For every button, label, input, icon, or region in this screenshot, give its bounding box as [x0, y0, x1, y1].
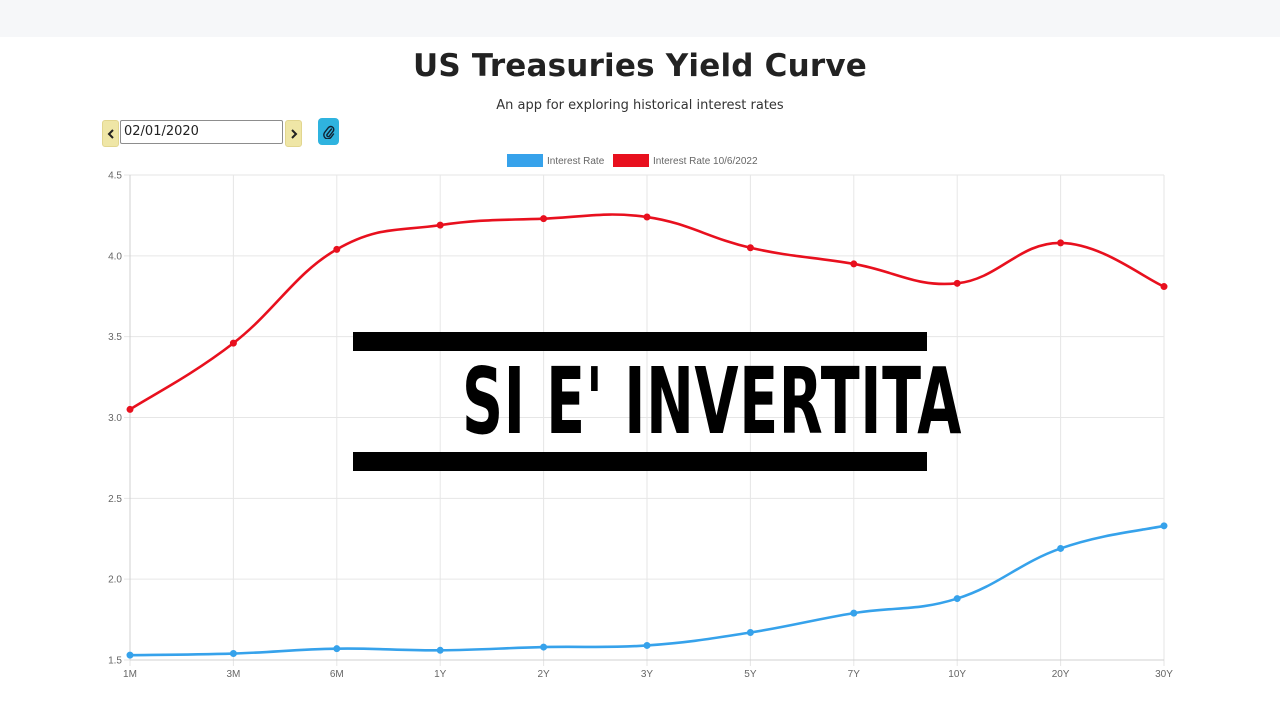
x-tick-label: 7Y — [848, 669, 861, 680]
data-point — [126, 405, 134, 413]
chevron-left-icon — [107, 128, 114, 139]
data-point — [953, 279, 961, 287]
data-point — [953, 595, 961, 603]
top-bar — [0, 0, 1280, 37]
x-tick-label: 5Y — [744, 669, 757, 680]
copy-link-button[interactable] — [318, 118, 339, 145]
x-tick-label: 2Y — [537, 669, 550, 680]
paperclip-icon — [322, 125, 334, 139]
date-input[interactable] — [120, 120, 283, 144]
next-date-button[interactable] — [285, 120, 302, 147]
data-point — [126, 651, 134, 659]
banner-text: SI E' INVERTITA — [462, 348, 962, 455]
x-tick-label: 3Y — [641, 669, 654, 680]
data-point — [1057, 544, 1065, 552]
chart-grid — [124, 174, 1165, 666]
y-tick-label: 2.0 — [108, 575, 122, 586]
data-point — [850, 260, 858, 268]
data-point — [229, 339, 237, 347]
x-tick-label: 3M — [226, 669, 240, 680]
data-point — [746, 629, 754, 637]
x-tick-label: 10Y — [948, 669, 966, 680]
x-tick-label: 1Y — [434, 669, 447, 680]
data-point — [1057, 239, 1065, 247]
data-point — [643, 641, 651, 649]
page-title: US Treasuries Yield Curve — [412, 48, 867, 84]
data-point — [540, 643, 548, 651]
y-tick-label: 4.5 — [108, 171, 122, 182]
banner-bottom-bar — [353, 452, 927, 471]
legend-swatch — [613, 154, 649, 167]
inverted-banner: SI E' INVERTITA — [353, 332, 962, 471]
page-subtitle: An app for exploring historical interest… — [496, 98, 784, 113]
data-point — [746, 244, 754, 252]
y-axis: 1.5 2.0 2.5 3.0 3.5 4.0 4.5 — [108, 171, 122, 667]
legend-swatch — [507, 154, 543, 167]
prev-date-button[interactable] — [102, 120, 119, 147]
y-tick-label: 4.0 — [108, 251, 122, 262]
chart-series — [126, 213, 1168, 659]
x-tick-label: 20Y — [1052, 669, 1070, 680]
chart-legend: Interest Rate Interest Rate 10/6/2022 — [507, 154, 758, 167]
x-tick-label: 30Y — [1155, 669, 1173, 680]
data-point — [229, 650, 237, 658]
data-point — [436, 646, 444, 654]
y-tick-label: 2.5 — [108, 494, 122, 505]
legend-label: Interest Rate 10/6/2022 — [653, 156, 758, 167]
data-point — [436, 221, 444, 229]
x-tick-label: 1M — [123, 669, 137, 680]
data-point — [1160, 522, 1168, 530]
data-point — [643, 213, 651, 221]
x-axis: 1M 3M 6M 1Y 2Y 3Y 5Y 7Y 10Y 20Y 30Y — [123, 669, 1173, 680]
x-tick-label: 6M — [330, 669, 344, 680]
legend-label: Interest Rate — [547, 156, 605, 167]
y-tick-label: 3.5 — [108, 332, 122, 343]
data-point — [333, 245, 341, 253]
data-point — [850, 609, 858, 617]
y-tick-label: 1.5 — [108, 656, 122, 667]
y-tick-label: 3.0 — [108, 413, 122, 424]
chevron-right-icon — [290, 128, 297, 139]
data-point — [333, 645, 341, 653]
banner-top-bar — [353, 332, 927, 351]
data-point — [1160, 283, 1168, 291]
data-point — [540, 215, 548, 223]
